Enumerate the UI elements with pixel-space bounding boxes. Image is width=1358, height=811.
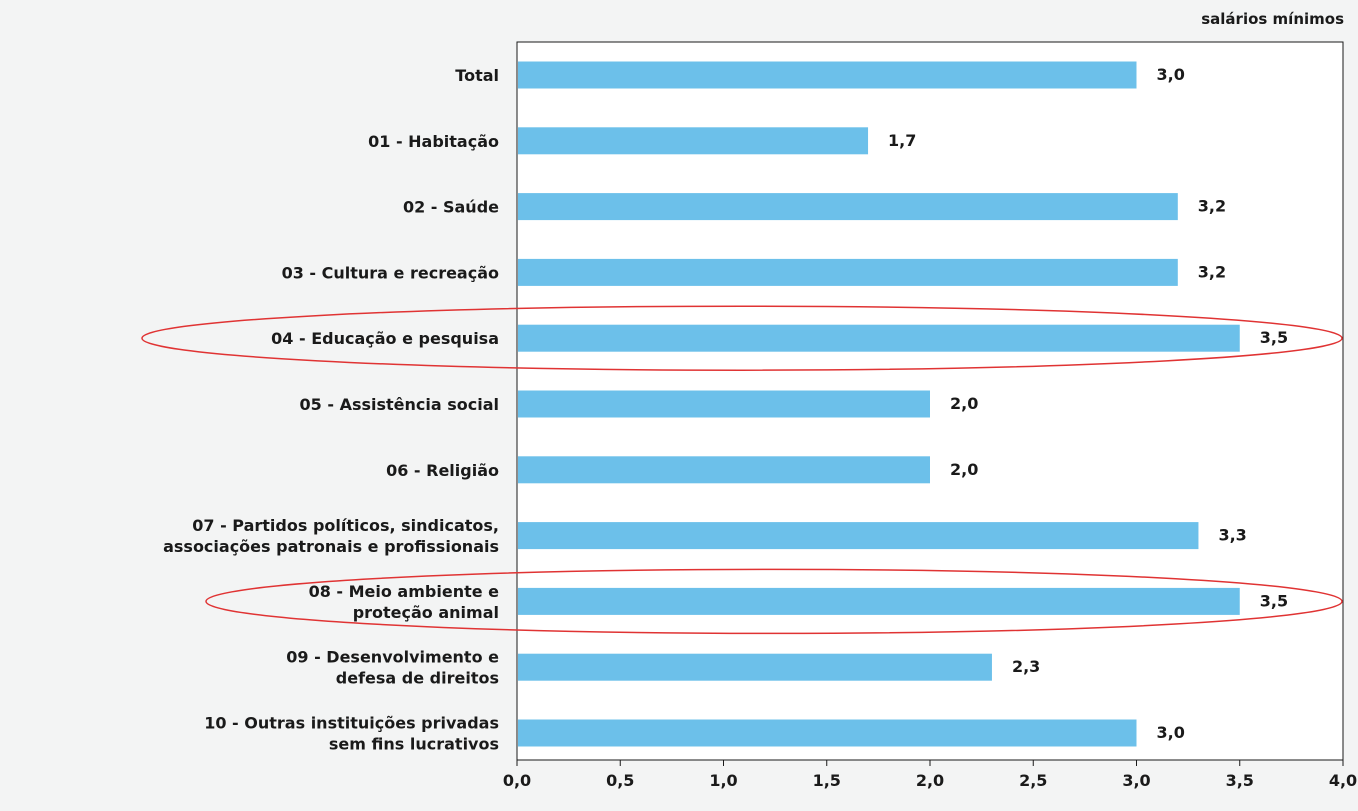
bar-value-label: 3,2: [1198, 262, 1226, 281]
bar: [518, 193, 1178, 221]
unit-label: salários mínimos: [1201, 10, 1344, 28]
highlight-ellipse: [141, 305, 1343, 371]
bar: [518, 324, 1240, 352]
bar-value-label: 3,2: [1198, 197, 1226, 216]
category-label: sem fins lucrativos: [329, 735, 499, 754]
x-tick-label: 2,0: [916, 771, 944, 790]
bar: [518, 456, 930, 484]
category-label: 09 - Desenvolvimento e: [286, 648, 499, 667]
category-label: 07 - Partidos políticos, sindicatos,: [192, 516, 499, 535]
bar-value-label: 3,0: [1157, 65, 1185, 84]
category-label: 06 - Religião: [386, 461, 499, 480]
bar: [518, 719, 1137, 747]
category-label: 10 - Outras instituições privadas: [204, 714, 499, 733]
highlight-ellipse: [205, 568, 1343, 635]
category-label: 02 - Saúde: [403, 198, 499, 217]
bar-value-label: 1,7: [888, 131, 916, 150]
bar-value-label: 2,3: [1012, 657, 1040, 676]
x-tick-label: 1,0: [709, 771, 737, 790]
bar: [518, 390, 930, 418]
bar: [518, 258, 1178, 286]
bar-value-label: 2,0: [950, 394, 978, 413]
bar-value-label: 3,0: [1157, 723, 1185, 742]
bar-value-label: 3,3: [1218, 526, 1246, 545]
bar-value-label: 3,5: [1260, 591, 1288, 610]
x-tick-label: 0,5: [606, 771, 634, 790]
bar: [518, 522, 1199, 550]
category-label: defesa de direitos: [336, 669, 499, 688]
category-label: 04 - Educação e pesquisa: [271, 329, 499, 348]
bar-value-label: 2,0: [950, 460, 978, 479]
bar: [518, 653, 992, 681]
x-tick-label: 3,5: [1226, 771, 1254, 790]
x-tick-label: 1,5: [813, 771, 841, 790]
category-label: 08 - Meio ambiente e: [309, 582, 500, 601]
bar-value-label: 3,5: [1260, 328, 1288, 347]
x-tick-label: 0,0: [503, 771, 531, 790]
bar: [518, 127, 869, 155]
bar: [518, 61, 1137, 89]
category-label: 01 - Habitação: [368, 132, 499, 151]
bar: [518, 587, 1240, 615]
x-tick-label: 3,0: [1122, 771, 1150, 790]
category-label: proteção animal: [353, 603, 499, 622]
category-label: 05 - Assistência social: [300, 395, 499, 414]
category-label: 03 - Cultura e recreação: [282, 263, 499, 282]
category-label: associações patronais e profissionais: [163, 537, 499, 556]
x-tick-label: 2,5: [1019, 771, 1047, 790]
x-tick-label: 4,0: [1329, 771, 1357, 790]
category-label: Total: [455, 66, 499, 85]
